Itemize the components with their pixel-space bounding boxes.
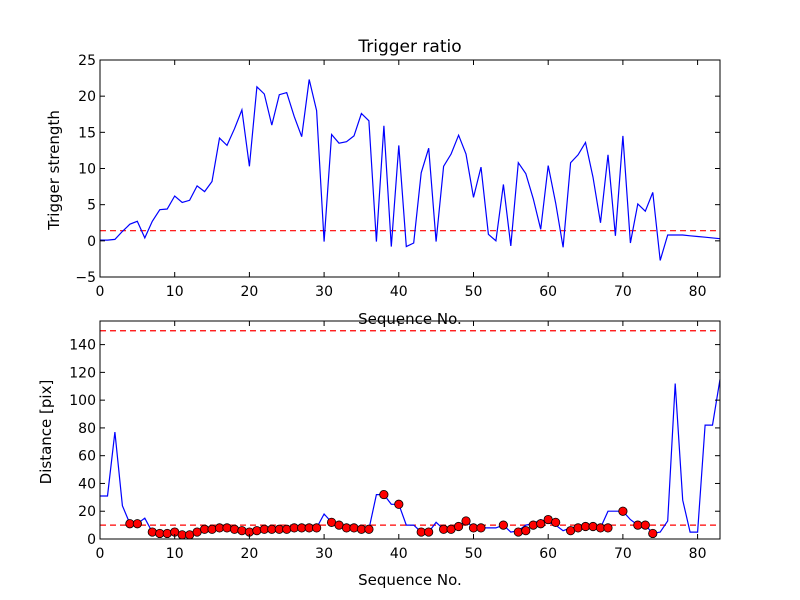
y-tick-label: 100 (69, 393, 96, 409)
data-point (551, 517, 561, 527)
series-line (100, 79, 721, 261)
x-tick-label: 50 (465, 546, 483, 562)
data-point (424, 527, 434, 537)
y-tick-label: −5 (75, 270, 96, 286)
data-point (528, 520, 538, 530)
x-tick-label: 10 (166, 284, 184, 300)
y-tick-label: 80 (78, 421, 96, 437)
plot-area (99, 320, 721, 540)
y-axis-title: Distance [pix] (37, 380, 55, 485)
data-point (207, 524, 217, 534)
y-axis-ticks: 0 20 40 60 80 100 120 140 (69, 338, 720, 548)
data-point (132, 519, 142, 529)
x-tick-label: 60 (539, 546, 557, 562)
data-point (453, 521, 464, 532)
x-tick-label: 0 (96, 546, 105, 562)
y-tick-label: 10 (78, 162, 96, 178)
y-tick-label: 25 (78, 53, 96, 69)
x-tick-label: 30 (315, 546, 333, 562)
x-tick-label: 70 (614, 284, 632, 300)
data-point (573, 523, 583, 533)
data-point (282, 524, 292, 534)
data-point (536, 519, 546, 529)
data-point (476, 523, 486, 533)
y-tick-label: 20 (78, 504, 96, 520)
data-point (588, 521, 598, 532)
data-point (640, 520, 650, 530)
y-tick-label: 140 (69, 338, 96, 354)
y-tick-label: 5 (87, 198, 96, 214)
x-axis-title: Sequence No. (358, 571, 462, 589)
y-tick-label: 60 (78, 449, 96, 465)
x-tick-label: 30 (315, 284, 333, 300)
x-tick-label: 10 (166, 546, 184, 562)
data-point (237, 526, 247, 536)
x-tick-label: 20 (240, 284, 258, 300)
x-tick-label: 40 (390, 284, 408, 300)
axes-frame (99, 320, 721, 540)
y-axis-ticks: −5 0 5 10 15 20 25 (75, 53, 720, 286)
x-tick-label: 40 (390, 546, 408, 562)
data-point (461, 516, 471, 526)
data-point (618, 506, 628, 516)
y-tick-label: 40 (78, 476, 96, 492)
data-point (498, 520, 508, 530)
y-tick-label: 0 (87, 532, 96, 548)
x-tick-label: 70 (614, 546, 632, 562)
distance-chart: 0 10 20 30 40 50 60 70 80 0 20 40 60 80 100 120 140 Seq… (37, 320, 721, 589)
trigger-ratio-chart: Trigger ratio 0 10 20 30 40 50 60 70 80 −5051015… (45, 37, 721, 328)
data-point (513, 527, 523, 537)
data-point (222, 523, 232, 533)
y-axis-title: Trigger strength (45, 110, 63, 231)
data-point (312, 523, 322, 533)
x-tick-label: 50 (465, 284, 483, 300)
y-tick-label: 20 (78, 89, 96, 105)
data-point (252, 526, 262, 536)
data-point (364, 524, 374, 534)
x-tick-label: 20 (240, 546, 258, 562)
y-tick-label: 0 (87, 234, 96, 250)
data-point (394, 499, 404, 509)
x-axis-title: Sequence No. (358, 310, 462, 328)
data-point (229, 524, 240, 534)
x-axis-ticks: 0 10 20 30 40 50 60 70 80 (96, 60, 707, 300)
x-tick-label: 80 (689, 546, 707, 562)
x-tick-label: 60 (539, 284, 557, 300)
data-point (349, 523, 359, 533)
data-point (162, 528, 172, 539)
data-point (521, 526, 531, 536)
data-point (603, 523, 613, 533)
data-point (648, 528, 658, 539)
x-tick-label: 80 (689, 284, 707, 300)
chart-title: Trigger ratio (357, 37, 461, 57)
y-tick-label: 120 (69, 365, 96, 381)
y-tick-label: 15 (78, 125, 96, 141)
data-point (379, 489, 389, 500)
x-axis-ticks: 0 10 20 30 40 50 60 70 80 (96, 321, 707, 562)
x-tick-label: 0 (96, 284, 105, 300)
data-point (147, 527, 157, 537)
